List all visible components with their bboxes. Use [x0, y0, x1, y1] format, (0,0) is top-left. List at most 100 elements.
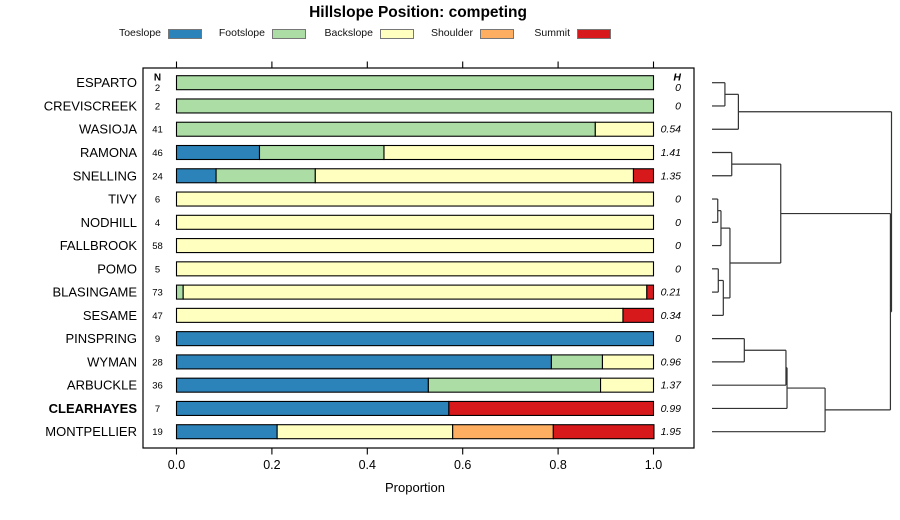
n-value: 24 — [152, 171, 163, 182]
category-label-tivy: TIVY — [108, 192, 137, 207]
category-label-nodhill: NODHILL — [81, 215, 137, 230]
category-label-sesame: SESAME — [83, 308, 138, 323]
n-value: 7 — [155, 404, 160, 415]
bar-segment-backslope — [314, 168, 635, 184]
h-value: 0.54 — [661, 124, 682, 136]
bar-segment-backslope — [175, 261, 655, 277]
category-label-ramona: RAMONA — [80, 145, 137, 160]
x-tick-label: 0.6 — [454, 458, 471, 472]
n-value: 46 — [152, 148, 163, 159]
bar-segment-backslope — [175, 238, 655, 254]
legend-swatch-footslope — [272, 29, 306, 39]
bar-segment-backslope — [182, 284, 648, 300]
bar-segment-footslope — [215, 168, 316, 184]
bar-segment-footslope — [175, 75, 655, 91]
x-tick-label: 0.0 — [168, 458, 185, 472]
x-tick-label: 0.8 — [549, 458, 566, 472]
category-label-wyman: WYMAN — [87, 354, 137, 369]
bar-segment-backslope — [383, 144, 655, 161]
n-value: 19 — [152, 427, 163, 438]
x-tick-label: 1.0 — [645, 458, 662, 472]
legend-swatch-toeslope — [168, 29, 202, 39]
category-label-creviscreek: CREVISCREEK — [44, 98, 138, 113]
bar-segment-footslope — [175, 121, 596, 137]
category-label-esparto: ESPARTO — [76, 75, 137, 90]
plot-frame — [142, 67, 695, 449]
bar-segment-summit — [552, 424, 655, 440]
chart-title: Hillslope Position: competing — [309, 4, 527, 21]
n-value: 2 — [155, 101, 160, 112]
n-value: 47 — [152, 311, 163, 322]
category-label-pinspring: PINSPRING — [65, 331, 137, 346]
bar-segment-summit — [448, 400, 655, 416]
h-value: 0 — [675, 217, 681, 229]
h-value: 0.34 — [661, 310, 682, 322]
bar-segment-toeslope — [175, 331, 655, 347]
bar-segment-shoulder — [452, 424, 554, 440]
n-value: 2 — [155, 83, 160, 94]
legend-label-footslope: Footslope — [218, 27, 265, 39]
x-tick-label: 0.4 — [359, 458, 376, 472]
bar-segment-footslope — [427, 377, 602, 393]
h-value: 1.35 — [661, 170, 682, 182]
bar-segment-summit — [622, 307, 655, 323]
category-label-clearhayes: CLEARHAYES — [49, 401, 138, 416]
legend-label-toeslope: Toeslope — [118, 27, 161, 39]
h-column-header: H — [673, 72, 681, 84]
h-value: 0 — [675, 240, 681, 252]
x-tick-label: 0.2 — [263, 458, 280, 472]
bar-segment-footslope — [550, 354, 604, 370]
n-value: 73 — [152, 288, 163, 299]
bar-segment-footslope — [258, 144, 385, 161]
bar-segment-toeslope — [175, 144, 261, 161]
legend-label-summit: Summit — [534, 27, 570, 39]
category-label-montpellier: MONTPELLIER — [45, 424, 137, 439]
n-value: 41 — [152, 125, 163, 136]
category-label-arbuckle: ARBUCKLE — [67, 378, 137, 393]
h-value: 0.21 — [661, 287, 681, 299]
h-value: 1.37 — [661, 380, 683, 392]
bar-segment-backslope — [175, 214, 655, 230]
h-value: 1.41 — [661, 147, 681, 159]
n-value: 5 — [155, 264, 160, 275]
bar-segment-toeslope — [175, 400, 450, 416]
n-column-header: N — [154, 73, 161, 84]
bar-segment-backslope — [175, 307, 624, 323]
bar-segment-toeslope — [175, 424, 278, 440]
h-value: 0 — [675, 263, 681, 275]
bar-segment-footslope — [175, 284, 184, 300]
n-value: 6 — [155, 195, 160, 206]
legend-label-shoulder: Shoulder — [430, 27, 473, 39]
category-label-wasioja: WASIOJA — [79, 122, 137, 137]
legend-swatch-summit — [577, 29, 611, 39]
n-value: 58 — [152, 241, 163, 252]
n-value: 36 — [152, 381, 163, 392]
h-value: 0 — [675, 82, 681, 94]
n-value: 4 — [155, 218, 160, 229]
bar-segment-backslope — [594, 121, 655, 137]
h-value: 0 — [675, 333, 681, 345]
h-value: 0.99 — [661, 403, 682, 415]
x-axis-title: Proportion — [385, 480, 445, 495]
h-value: 0.96 — [661, 356, 682, 368]
h-value: 1.95 — [661, 426, 682, 438]
h-value: 0 — [675, 100, 681, 112]
legend-label-backslope: Backslope — [324, 27, 373, 39]
category-label-snelling: SNELLING — [73, 168, 137, 183]
bar-segment-footslope — [175, 98, 655, 114]
bar-segment-summit — [632, 168, 655, 184]
legend-swatch-shoulder — [480, 29, 514, 39]
n-value: 28 — [152, 357, 163, 368]
category-label-fallbrook: FALLBROOK — [60, 238, 138, 253]
bar-segment-toeslope — [175, 354, 552, 370]
bar-segment-backslope — [600, 377, 655, 393]
bar-segment-backslope — [276, 424, 454, 440]
bar-segment-toeslope — [175, 377, 429, 393]
bar-segment-toeslope — [175, 168, 217, 184]
bar-segment-backslope — [601, 354, 655, 370]
legend-swatch-backslope — [380, 29, 414, 39]
category-label-pomo: POMO — [97, 261, 137, 276]
h-value: 0 — [675, 194, 681, 206]
